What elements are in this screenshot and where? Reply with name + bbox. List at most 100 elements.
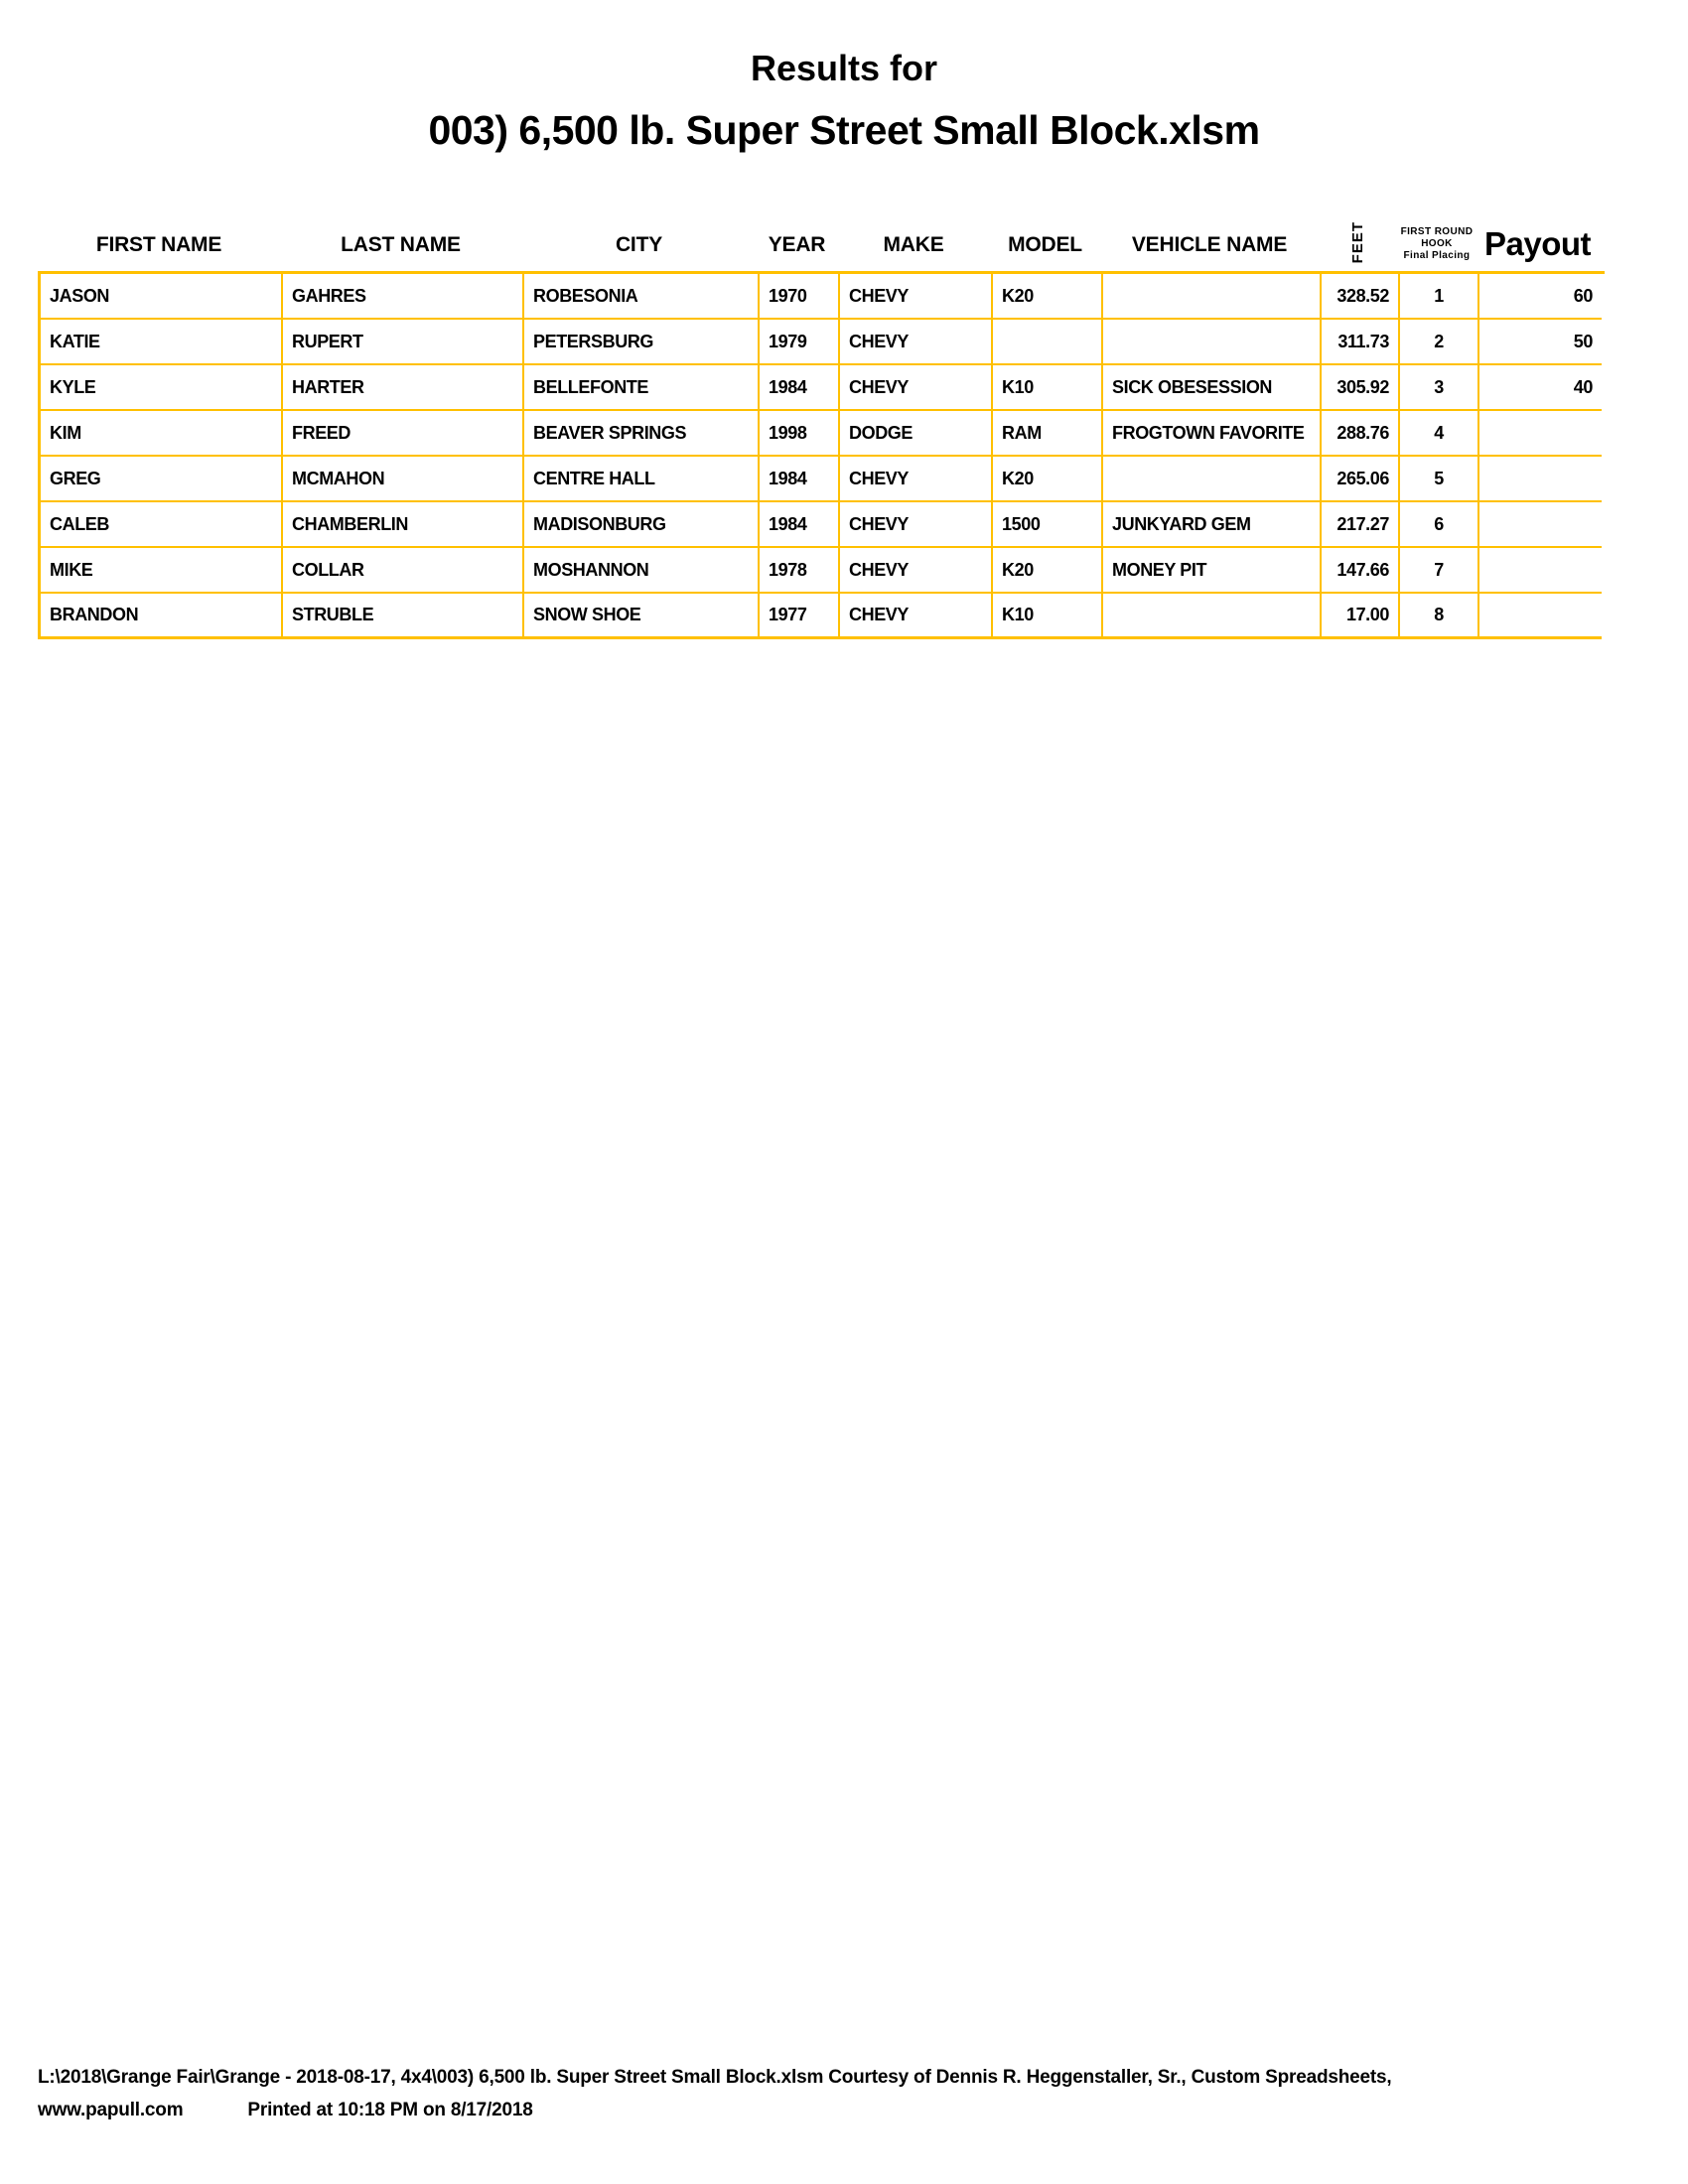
cell-vehicle-name <box>1103 457 1322 502</box>
cell-make: DODGE <box>840 411 993 457</box>
footer-line2: www.papull.com Printed at 10:18 PM on 8/1… <box>38 2094 1656 2126</box>
header-last-name: LAST NAME <box>341 233 461 256</box>
cell-model <box>993 320 1103 365</box>
cell-vehicle-name: JUNKYARD GEM <box>1103 502 1322 548</box>
cell-city: CENTRE HALL <box>524 457 760 502</box>
cell-feet: 217.27 <box>1322 502 1400 548</box>
cell-placing: 4 <box>1400 411 1479 457</box>
cell-city: BEAVER SPRINGS <box>524 411 760 457</box>
page-subtitle-filename: 003) 6,500 lb. Super Street Small Block.… <box>428 107 1260 153</box>
cell-feet: 311.73 <box>1322 320 1400 365</box>
cell-model: K20 <box>993 274 1103 320</box>
footer-printed-timestamp: Printed at 10:18 PM on 8/17/2018 <box>247 2100 533 2120</box>
header-vehicle-name: VEHICLE NAME <box>1131 233 1288 256</box>
table-row: GREG MCMAHON CENTRE HALL 1984 CHEVY K20 … <box>41 457 1605 502</box>
page-title: Results for <box>750 48 938 88</box>
header-first-name: FIRST NAME <box>95 233 222 256</box>
cell-placing: 2 <box>1400 320 1479 365</box>
cell-city: MADISONBURG <box>524 502 760 548</box>
cell-city: MOSHANNON <box>524 548 760 594</box>
cell-placing: 3 <box>1400 365 1479 411</box>
table-row: KYLE HARTER BELLEFONTE 1984 CHEVY K10 SI… <box>41 365 1605 411</box>
footer-file-path-line: L:\2018\Grange Fair\Grange - 2018-08-17,… <box>38 2067 1392 2088</box>
cell-last-name: COLLAR <box>283 548 524 594</box>
cell-city: BELLEFONTE <box>524 365 760 411</box>
table-row: KIM FREED BEAVER SPRINGS 1998 DODGE RAM … <box>41 411 1605 457</box>
cell-first-name: KYLE <box>41 365 283 411</box>
cell-year: 1979 <box>760 320 840 365</box>
header-hook-line3: Final Placing <box>1403 250 1471 261</box>
page-footer: L:\2018\Grange Fair\Grange - 2018-08-17,… <box>38 2061 1656 2126</box>
cell-make: CHEVY <box>840 320 993 365</box>
cell-vehicle-name <box>1103 274 1322 320</box>
cell-model: RAM <box>993 411 1103 457</box>
cell-vehicle-name <box>1103 320 1322 365</box>
cell-feet: 17.00 <box>1322 594 1400 639</box>
table-row: JASON GAHRES ROBESONIA 1970 CHEVY K20 32… <box>41 274 1605 320</box>
cell-feet: 328.52 <box>1322 274 1400 320</box>
cell-first-name: CALEB <box>41 502 283 548</box>
cell-placing: 7 <box>1400 548 1479 594</box>
cell-last-name: MCMAHON <box>283 457 524 502</box>
cell-model: K10 <box>993 594 1103 639</box>
cell-make: CHEVY <box>840 365 993 411</box>
table-row: CALEB CHAMBERLIN MADISONBURG 1984 CHEVY … <box>41 502 1605 548</box>
cell-last-name: GAHRES <box>283 274 524 320</box>
footer-website: www.papull.com <box>38 2100 184 2120</box>
cell-placing: 1 <box>1400 274 1479 320</box>
cell-year: 1998 <box>760 411 840 457</box>
cell-make: CHEVY <box>840 502 993 548</box>
cell-first-name: JASON <box>41 274 283 320</box>
cell-feet: 305.92 <box>1322 365 1400 411</box>
cell-make: CHEVY <box>840 274 993 320</box>
cell-last-name: FREED <box>283 411 524 457</box>
table-row: KATIE RUPERT PETERSBURG 1979 CHEVY 311.7… <box>41 320 1605 365</box>
cell-vehicle-name: FROGTOWN FAVORITE <box>1103 411 1322 457</box>
cell-last-name: RUPERT <box>283 320 524 365</box>
cell-payout: 50 <box>1479 320 1602 365</box>
cell-placing: 5 <box>1400 457 1479 502</box>
header-feet-rotated-label: FEET <box>1349 220 1366 263</box>
cell-city: SNOW SHOE <box>524 594 760 639</box>
cell-first-name: MIKE <box>41 548 283 594</box>
header-city: CITY <box>615 233 663 256</box>
cell-model: 1500 <box>993 502 1103 548</box>
cell-make: CHEVY <box>840 548 993 594</box>
cell-vehicle-name <box>1103 594 1322 639</box>
cell-payout: 40 <box>1479 365 1602 411</box>
cell-last-name: STRUBLE <box>283 594 524 639</box>
cell-last-name: CHAMBERLIN <box>283 502 524 548</box>
cell-year: 1984 <box>760 457 840 502</box>
header-feet: FEET <box>1319 187 1397 271</box>
header-hook-line2: HOOK <box>1421 238 1453 249</box>
table-row: BRANDON STRUBLE SNOW SHOE 1977 CHEVY K10… <box>41 594 1605 639</box>
cell-first-name: GREG <box>41 457 283 502</box>
table-row: MIKE COLLAR MOSHANNON 1978 CHEVY K20 MON… <box>41 548 1605 594</box>
cell-payout <box>1479 594 1602 639</box>
results-table: JASON GAHRES ROBESONIA 1970 CHEVY K20 32… <box>38 271 1605 639</box>
cell-payout <box>1479 457 1602 502</box>
cell-placing: 6 <box>1400 502 1479 548</box>
cell-payout: 60 <box>1479 274 1602 320</box>
table-header-row: FIRST NAME LAST NAME CITY YEAR MAKE MODE… <box>38 187 1599 271</box>
header-make: MAKE <box>883 233 944 256</box>
cell-feet: 147.66 <box>1322 548 1400 594</box>
cell-placing: 8 <box>1400 594 1479 639</box>
header-year: YEAR <box>768 233 826 256</box>
cell-feet: 265.06 <box>1322 457 1400 502</box>
header-first-round-hook-placing: FIRST ROUND HOOK Final Placing <box>1397 187 1477 271</box>
cell-model: K20 <box>993 457 1103 502</box>
cell-payout <box>1479 502 1602 548</box>
cell-year: 1970 <box>760 274 840 320</box>
cell-make: CHEVY <box>840 594 993 639</box>
cell-first-name: BRANDON <box>41 594 283 639</box>
cell-year: 1984 <box>760 502 840 548</box>
cell-first-name: KIM <box>41 411 283 457</box>
cell-year: 1984 <box>760 365 840 411</box>
cell-vehicle-name: SICK OBESESSION <box>1103 365 1322 411</box>
cell-make: CHEVY <box>840 457 993 502</box>
cell-year: 1978 <box>760 548 840 594</box>
cell-year: 1977 <box>760 594 840 639</box>
header-payout: Payout <box>1483 225 1592 262</box>
